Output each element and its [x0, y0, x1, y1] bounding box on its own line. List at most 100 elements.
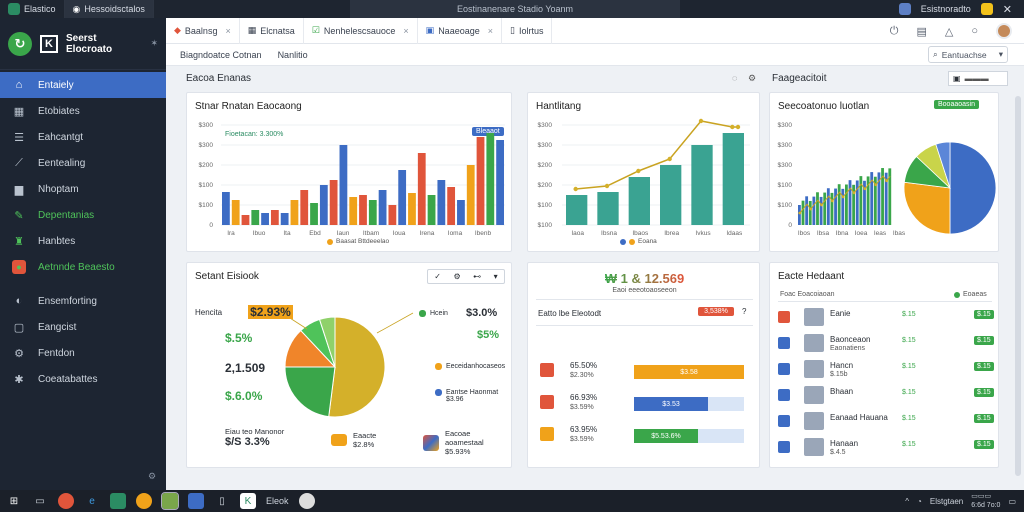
list-thumb — [804, 308, 824, 326]
document-icon[interactable]: ▤ — [916, 25, 927, 38]
trend-badge[interactable]: Booaaoasin — [934, 100, 979, 109]
gear-icon[interactable]: ⚙ — [453, 272, 461, 281]
list-item[interactable]: Hancn $.15b $.15 $.15 — [778, 359, 994, 381]
bar-mark — [349, 197, 358, 225]
bar-x-tick-label: Ita — [283, 230, 291, 237]
pie-filter-controls[interactable]: ✓ ⚙ ⊷ ▾ — [427, 269, 505, 284]
sidebar-item-5[interactable]: ✎ Depentanias — [0, 202, 166, 228]
trend-y-tick-label: 0 — [788, 222, 792, 229]
list-item[interactable]: Eanie $.15 $.15 — [778, 307, 994, 329]
taskbar: ⊞ ▭ e ▯ K Eleok ^ ◔ Elstgtaen ▭▭▭ 6:6d 7o… — [0, 490, 1024, 512]
pie-item-left-0: Hencita $2.93% — [195, 305, 293, 319]
sidebar-item-3[interactable]: ⟋ Eentealing — [0, 150, 166, 176]
app-tab-4[interactable]: ▯ Iolrtus — [502, 17, 553, 44]
bell-icon[interactable]: △ — [944, 25, 954, 38]
pin-icon[interactable]: ✶ — [150, 38, 158, 48]
app-tab-0[interactable]: ◆ Baalnsg × — [166, 17, 240, 44]
list-item[interactable]: Bhaan $.15 $.15 — [778, 385, 994, 407]
taskbar-label[interactable]: Eleok — [266, 496, 289, 506]
chrome-2-icon[interactable] — [136, 493, 152, 509]
pie-slice — [328, 316, 386, 418]
list-col1: Foac Eoacoiaoan — [780, 291, 835, 298]
scrollbar[interactable] — [1015, 96, 1021, 476]
line-y-tick-label: $200 — [538, 182, 553, 189]
stats-badge[interactable]: 3,538% — [698, 307, 734, 316]
clock[interactable]: ▭▭▭ 6:6d 7o:0 — [971, 493, 1001, 509]
monitor-icon[interactable] — [188, 493, 204, 509]
trend-y-tick-label: $300 — [778, 142, 793, 149]
close-tab-icon[interactable]: × — [487, 25, 493, 36]
sidebar-item-4[interactable]: ▆ Nhoptam — [0, 176, 166, 202]
active-app-icon[interactable] — [161, 492, 179, 510]
sidebar-item-11[interactable]: ✱ Coeatabattes — [0, 366, 166, 392]
list-item[interactable]: Eanaad Hauana $.15 $.15 — [778, 411, 994, 433]
window-tab-2[interactable]: ◉ Hessoidsctalos — [64, 0, 154, 18]
windows-start-icon[interactable]: ⊞ — [9, 495, 19, 507]
stats-row[interactable]: 66.93% $3.59% $3.53 — [540, 393, 750, 417]
close-icon[interactable]: ✕ — [1002, 3, 1012, 16]
sidebar-item-9[interactable]: ▢ Eangcist — [13, 321, 77, 334]
app-tab-2[interactable]: ☑ Nenhelescsauoce × — [304, 17, 418, 44]
bar-chart-badge[interactable]: Bleaaot — [472, 127, 504, 136]
chevron-down-icon[interactable]: ▾ — [493, 272, 498, 281]
network-icon[interactable]: ◔ — [917, 496, 922, 506]
user-icon — [778, 389, 790, 401]
notification-icon[interactable]: ▭ — [1008, 496, 1016, 506]
settings-small-icon[interactable]: ⚙ — [748, 73, 757, 83]
list-item-badge: $.15 — [974, 336, 994, 345]
chrome-icon[interactable] — [58, 493, 74, 509]
power-icon[interactable]: ⏻ — [889, 24, 899, 37]
brand-logo-icon[interactable]: ↻ — [8, 31, 32, 56]
breadcrumb-item-0[interactable]: Biagndoatce Cotnan — [180, 49, 262, 60]
sidebar-item-7[interactable]: ● Aetnnde Beaesto — [0, 254, 166, 280]
sidebar-item-2[interactable]: ☰ Eahcantgt — [0, 124, 166, 150]
sidebar-item-1[interactable]: ▦ Etobiates — [13, 105, 80, 118]
app-tab-3[interactable]: ▣ Naaeoage × — [418, 17, 502, 44]
app-check-icon[interactable]: K — [240, 493, 256, 509]
chat-icon[interactable]: ○ — [971, 25, 978, 37]
breadcrumb-item-1[interactable]: Nanlitio — [277, 49, 308, 60]
export-button[interactable]: ▣ ▬▬▬ — [948, 71, 1008, 86]
search-input[interactable]: ⌕ Eantuachse ▾ — [928, 46, 1008, 63]
check-icon[interactable]: ✓ — [434, 272, 441, 281]
bar-mark — [368, 200, 377, 225]
app-tab-1[interactable]: ▦ Elcnatsa — [240, 17, 304, 44]
app-green-icon[interactable] — [110, 493, 126, 509]
chevron-up-icon[interactable]: ^ — [905, 496, 910, 506]
close-tab-icon[interactable]: × — [225, 25, 231, 36]
phone-icon[interactable]: ▯ — [219, 495, 225, 507]
sidebar-item-10[interactable]: ⚙ Fentdon — [0, 340, 166, 366]
bar-mark — [457, 200, 465, 225]
task-view-icon[interactable]: ▭ — [35, 495, 45, 507]
trend-bar-mark — [888, 168, 892, 225]
stats-row[interactable]: 65.50% $2.30% $3.58 — [540, 361, 750, 385]
help-icon[interactable]: ? — [742, 307, 747, 316]
window-tab-1[interactable]: Elastico — [0, 0, 65, 18]
stats-row[interactable]: 63.95% $3.59% $5.53.6% — [540, 425, 750, 449]
profile-icon[interactable] — [898, 3, 911, 15]
list-item[interactable]: Baonceaon Eaonatiens $.15 $.15 — [778, 333, 994, 355]
info-icon[interactable]: ◌ — [732, 73, 738, 83]
box-icon: ▢ — [13, 321, 25, 334]
app-round-icon[interactable] — [298, 493, 315, 509]
trend-bar-mark — [798, 205, 801, 225]
breadcrumb: Biagndoatce Cotnan Nanlitio ⌕ Eantuachse… — [166, 44, 1024, 66]
trend-pie-slice — [935, 141, 951, 189]
list-item[interactable]: Hanaan $.4.5 $.15 $.15 — [778, 437, 994, 459]
bar-x-tick-label: Iaun — [337, 230, 350, 237]
bar-x-tick-label: Ebd — [309, 230, 321, 237]
line-y-tick-label: $200 — [538, 162, 553, 169]
close-tab-icon[interactable]: × — [403, 25, 409, 36]
lock-icon[interactable] — [980, 3, 993, 15]
sidebar-item-8[interactable]: ◐ Ensemforting — [0, 288, 166, 314]
link-icon[interactable]: ⊷ — [473, 272, 482, 281]
list-item-sub: $.4.5 — [830, 449, 846, 456]
edge-icon[interactable]: e — [89, 495, 95, 507]
sidebar-item-6[interactable]: ♜ Hanbtes — [0, 228, 166, 254]
bar-mark — [408, 193, 416, 225]
sidebar-item-0[interactable]: ⌂ Entaiely — [0, 72, 166, 98]
trend-bar-mark — [848, 180, 852, 225]
sidebar-settings-icon[interactable]: ⚙ — [148, 471, 157, 481]
avatar[interactable] — [996, 23, 1012, 39]
doc-icon: ◆ — [174, 25, 181, 35]
